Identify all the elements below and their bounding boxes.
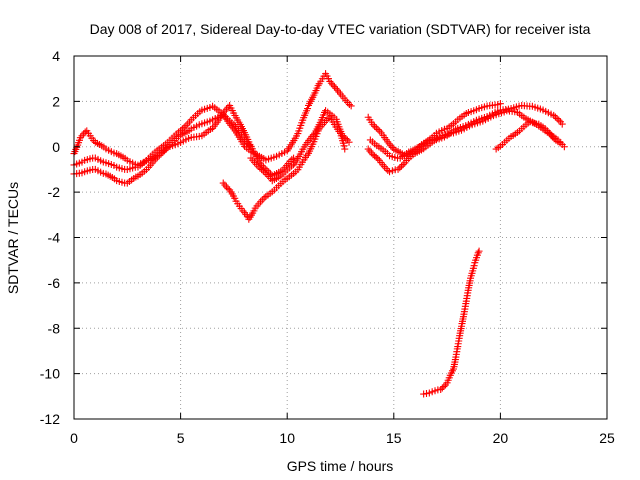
series-track-6 [364,102,566,176]
data-point [387,142,395,150]
series-track-3 [70,102,298,180]
data-point [309,131,317,139]
grid-layer [74,56,607,419]
data-point [332,84,340,92]
data-point [347,102,355,110]
chart-title: Day 008 of 2017, Sidereal Day-to-day VTE… [90,21,591,37]
y-tick-label: -8 [48,320,61,336]
plot-frame [73,55,608,420]
x-axis-label: GPS time / hours [287,458,394,474]
series-track-5 [247,107,353,185]
data-point [372,124,380,132]
data-point [326,77,334,85]
data-point [333,86,341,94]
data-point [182,122,190,130]
tick-layer: 0 5 10 15 20 25 -12 -10 -8 -6 -4 -2 0 2 4 [40,48,615,446]
data-layer [70,70,568,398]
x-tick-label: 20 [493,430,509,446]
data-point [341,145,349,153]
y-tick-label: -12 [40,411,60,427]
data-point [339,132,347,140]
data-point [438,384,446,392]
data-point [342,135,350,143]
y-tick-label: -4 [48,230,61,246]
x-tick-label: 25 [599,430,615,446]
x-tick-label: 10 [279,430,295,446]
data-point [81,128,89,136]
data-point [440,383,448,391]
data-point [475,247,483,255]
data-point [470,262,478,270]
data-point [256,164,264,172]
data-point [371,152,379,160]
data-point [555,116,563,124]
data-point [224,103,232,111]
data-point [376,127,384,135]
data-point [551,113,559,121]
data-point [324,115,332,123]
data-point [340,142,348,150]
data-point [340,133,348,141]
data-point [304,105,312,113]
x-tick-label: 5 [177,430,185,446]
data-point [260,194,268,202]
data-point [228,123,236,131]
data-point [553,115,561,123]
data-point [397,162,405,170]
y-tick-label: -6 [48,275,61,291]
data-point [394,165,402,173]
data-point [558,120,566,128]
data-point [184,120,192,128]
data-point [288,155,296,163]
data-point [180,123,188,131]
data-point [177,127,185,135]
data-point [474,249,482,257]
data-point [550,111,558,119]
data-point [374,155,382,163]
data-point [259,167,267,175]
data-point [399,161,407,169]
data-point [261,169,269,177]
y-tick-label: -2 [48,184,61,200]
data-point [178,125,186,133]
data-point [258,165,266,173]
data-point [369,121,377,129]
data-point [372,153,380,161]
data-point [496,100,504,108]
data-point [560,143,568,151]
y-tick-label: 0 [52,139,60,155]
series-track-10 [420,247,483,398]
data-point [330,83,338,91]
data-point [345,101,353,109]
data-point [345,138,353,146]
data-point [396,164,404,172]
data-point [329,81,337,89]
data-point [388,143,396,151]
y-tick-label: 2 [52,93,60,109]
y-tick-label: -10 [40,366,60,382]
data-point [327,79,335,87]
data-point [90,137,98,145]
series-track-4 [219,113,349,223]
data-point [371,122,379,130]
data-point [374,126,382,134]
y-tick-label: 4 [52,48,60,64]
y-axis-label: SDTVAR / TECUs [5,182,21,294]
data-point [437,385,445,393]
x-tick-label: 15 [386,430,402,446]
x-tick-label: 0 [70,430,78,446]
data-point [239,207,247,215]
data-point [550,135,558,143]
series-track-9 [492,118,568,153]
